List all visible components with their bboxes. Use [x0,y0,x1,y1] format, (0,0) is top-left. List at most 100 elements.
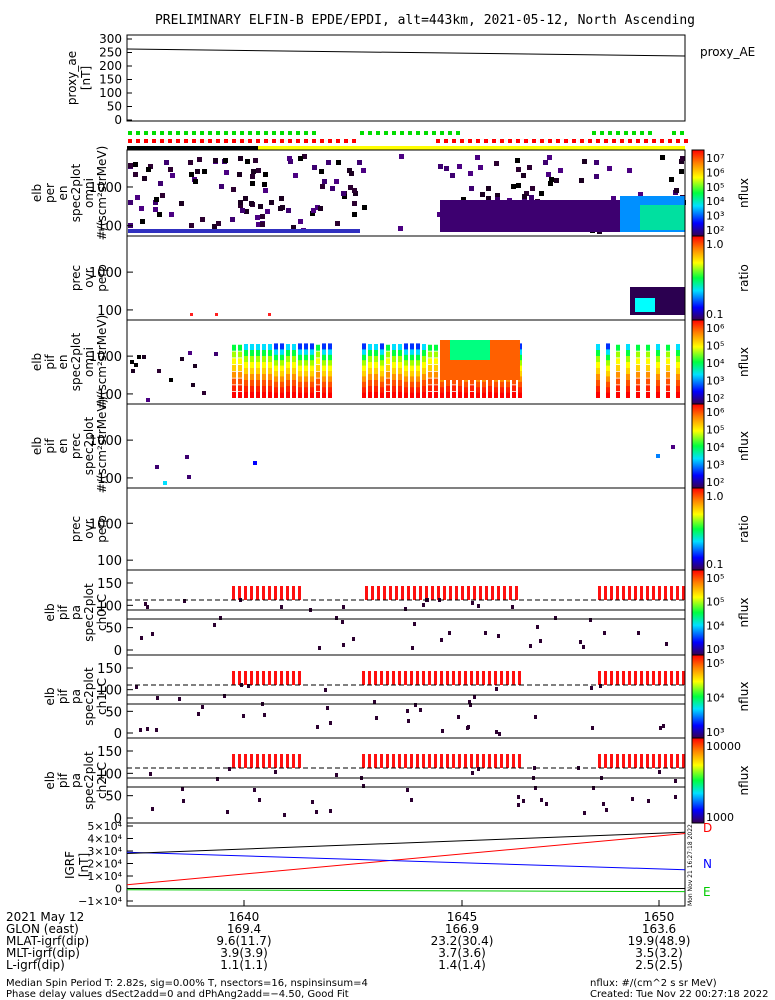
spectrogram-pixel [468,171,473,176]
proxy-ae-tick-label: 300 [99,32,122,46]
colorbar-label: nflux [737,347,751,377]
spectrogram-pixel [616,385,620,392]
pa-pixel [280,671,283,685]
spectrogram-pixel [656,392,660,398]
spectrogram-pixel [530,186,535,191]
spectrogram-pixel [250,181,255,186]
spectrogram-pixel [169,378,173,382]
spectrogram-pixel [374,386,378,392]
status-red-mark [232,139,236,143]
pa-pixel [283,813,286,817]
pa-pixel [298,671,301,685]
spectrogram-pixel [274,370,278,377]
pa-pixel [404,754,407,768]
spectrogram-pixel [293,173,298,178]
spectrogram-pixel [334,179,339,184]
pa-pixel [598,671,601,685]
colorbar-gradient [691,319,705,405]
pa-pixel [488,671,491,685]
pa-pixel [518,754,521,768]
spectrogram-pixel [666,385,670,392]
spectrogram-pixel [179,201,184,206]
y-tick-label: 100 [97,304,122,319]
y-axis-label-line: pa [69,605,83,620]
spectrogram-pixel [243,196,248,201]
pa-pixel [452,671,455,685]
pa-pixel [464,671,467,685]
spectrogram-pixel [558,168,563,173]
y-axis-label-line: omni [82,347,96,377]
pa-pixel [362,784,365,788]
pa-pixel [286,754,289,768]
spectrogram-pixel [286,380,290,386]
pa-pixel [140,636,143,640]
spectrogram-pixel [506,386,510,393]
time-axis-row-value: 3.7(3.6) [438,946,486,960]
spectrogram-pixel [232,365,236,371]
status-green-mark [312,131,316,135]
spectrogram-pixel [676,344,680,350]
spectrogram-pixel [310,370,314,377]
spectrogram-pixel [410,370,414,377]
status-red-mark [620,139,624,143]
pa-pixel [183,599,186,603]
spectrogram-pixel [656,344,660,350]
pa-pixel [383,586,386,600]
spectrogram-pixel [274,375,278,382]
status-green-mark [192,131,196,135]
spectrogram-pixel [500,381,504,388]
status-red-mark [548,139,552,143]
spectrogram-pixel [312,165,317,170]
status-red-mark [240,139,244,143]
y-tick-label: 100 [97,767,122,782]
pa-pixel [473,586,476,600]
pa-pixel [658,770,661,774]
spectrogram-pixel [238,358,242,365]
spectrogram-pixel [316,351,320,358]
status-green-mark [128,131,132,135]
spectrogram-pixel [679,169,684,174]
spectrogram-pixel [380,359,384,366]
spectrogram-pixel [231,187,236,192]
pa-pixel [506,671,509,685]
panel-p4-ticks: 1000 100 [89,434,133,487]
spectrogram-pixel [522,194,527,199]
pa-pixel [471,771,474,775]
spectrogram-pixel [398,368,402,374]
spectrogram-pixel [310,381,314,388]
spectrogram-pixel [410,392,414,398]
status-red-mark [484,139,488,143]
spectrogram-pixel [512,378,516,385]
status-green-mark [456,131,460,135]
pa-pixel [250,671,253,685]
spectrogram-pixel [328,343,332,350]
pa-pixel [498,732,501,736]
pa-pixel [226,810,229,814]
spectrogram-pixel [656,368,660,374]
spectrogram-pixel [546,172,551,177]
pa-pixel [554,616,557,620]
colorbar-gradient [691,487,705,571]
spectrogram-pixel [320,184,325,189]
spectrogram-pixel [594,174,599,179]
pa-pixel [455,586,458,600]
spectrogram-pixel [153,207,158,212]
spectrogram-pixel [434,392,438,398]
spectrogram-pixel [250,392,254,398]
status-red-mark [452,139,456,143]
status-red-mark [476,139,480,143]
time-axis-row-label: 2021 May 12 [6,910,84,924]
spectrogram-pixel [626,362,630,368]
colorbar-label: nflux [737,178,751,208]
spectrogram-pixel [244,344,248,350]
spectrogram-pixel [298,343,302,350]
y-axis-label-line: ch1LC [95,678,109,715]
pa-pixel [422,754,425,768]
spectrogram-pixel [434,385,438,392]
status-red-mark [208,139,212,143]
status-red-mark [500,139,504,143]
y-tick-label: 0 [114,812,122,827]
igrf-tick-label: 5×10⁴ [87,820,122,833]
